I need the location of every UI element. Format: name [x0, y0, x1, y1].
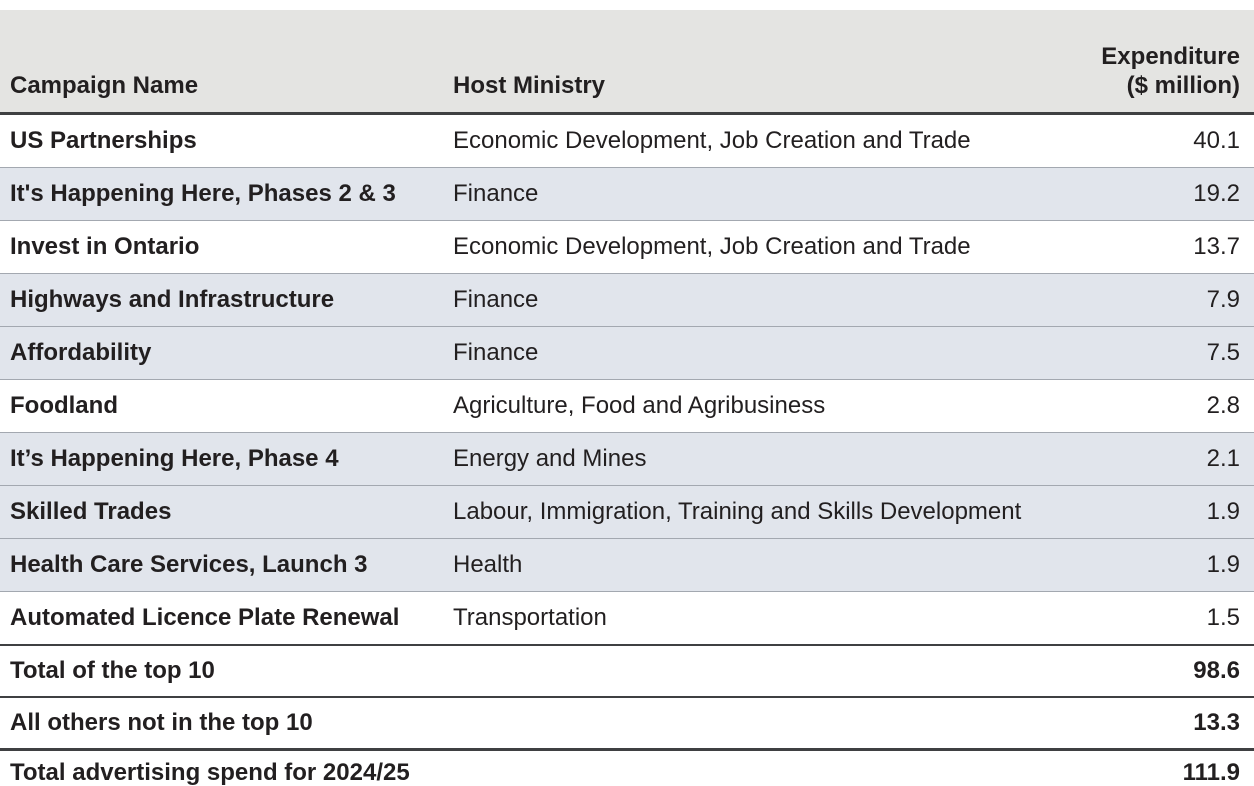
host-ministry-cell: Finance: [453, 326, 1039, 380]
expenditure-value-cell: 1.9: [1039, 538, 1254, 592]
host-ministry-cell: Health: [453, 538, 1039, 592]
table-row: Foodland Agriculture, Food and Agribusin…: [0, 379, 1254, 433]
campaign-name-cell: Health Care Services, Launch 3: [0, 538, 453, 592]
campaign-name-cell: Foodland: [0, 379, 453, 433]
campaign-name-cell: US Partnerships: [0, 113, 453, 168]
campaign-name-cell: It's Happening Here, Phases 2 & 3: [0, 167, 453, 221]
host-ministry-cell: Labour, Immigration, Training and Skills…: [453, 485, 1039, 539]
summary-row: All others not in the top 10 13.3: [0, 696, 1254, 750]
host-ministry-cell: Finance: [453, 273, 1039, 327]
column-header-host-ministry: Host Ministry: [453, 10, 1039, 115]
summary-row: Total advertising spend for 2024/25 111.…: [0, 748, 1254, 786]
expenditure-value-cell: 2.8: [1039, 379, 1254, 433]
table-row: Invest in Ontario Economic Development, …: [0, 220, 1254, 274]
table-row: Automated Licence Plate Renewal Transpor…: [0, 591, 1254, 645]
expenditure-value-cell: 1.9: [1039, 485, 1254, 539]
expenditure-value-cell: 40.1: [1039, 113, 1254, 168]
column-header-expenditure: Expenditure ($ million): [1039, 10, 1254, 115]
summary-value-cell: 98.6: [1039, 644, 1254, 697]
column-header-campaign-name: Campaign Name: [0, 10, 453, 115]
campaign-name-cell: It’s Happening Here, Phase 4: [0, 432, 453, 486]
expenditure-value-cell: 2.1: [1039, 432, 1254, 486]
host-ministry-cell: Finance: [453, 167, 1039, 221]
table-row: Affordability Finance 7.5: [0, 326, 1254, 380]
campaign-name-cell: Skilled Trades: [0, 485, 453, 539]
table-row: Health Care Services, Launch 3 Health 1.…: [0, 538, 1254, 592]
host-ministry-cell: Transportation: [453, 591, 1039, 645]
expenditure-value-cell: 7.9: [1039, 273, 1254, 327]
summary-label-cell: All others not in the top 10: [0, 696, 1039, 750]
advertising-expenditure-table: Campaign Name Host Ministry Expenditure …: [0, 10, 1254, 786]
expenditure-value-cell: 19.2: [1039, 167, 1254, 221]
summary-value-cell: 13.3: [1039, 696, 1254, 750]
table-body: US Partnerships Economic Development, Jo…: [0, 113, 1254, 786]
campaign-name-cell: Invest in Ontario: [0, 220, 453, 274]
expenditure-header-line2: ($ million): [1126, 72, 1240, 99]
campaign-name-cell: Automated Licence Plate Renewal: [0, 591, 453, 645]
table-row: Highways and Infrastructure Finance 7.9: [0, 273, 1254, 327]
campaign-name-cell: Affordability: [0, 326, 453, 380]
table-row: It’s Happening Here, Phase 4 Energy and …: [0, 432, 1254, 486]
host-ministry-cell: Economic Development, Job Creation and T…: [453, 113, 1039, 168]
expenditure-value-cell: 1.5: [1039, 591, 1254, 645]
table-row: It's Happening Here, Phases 2 & 3 Financ…: [0, 167, 1254, 221]
summary-label-cell: Total of the top 10: [0, 644, 1039, 697]
expenditure-header-line1: Expenditure: [1101, 43, 1240, 70]
summary-value-cell: 111.9: [1039, 748, 1254, 786]
table-row: Skilled Trades Labour, Immigration, Trai…: [0, 485, 1254, 539]
summary-row: Total of the top 10 98.6: [0, 644, 1254, 697]
expenditure-value-cell: 7.5: [1039, 326, 1254, 380]
host-ministry-cell: Energy and Mines: [453, 432, 1039, 486]
host-ministry-cell: Economic Development, Job Creation and T…: [453, 220, 1039, 274]
expenditure-value-cell: 13.7: [1039, 220, 1254, 274]
table-header: Campaign Name Host Ministry Expenditure …: [0, 10, 1254, 115]
host-ministry-cell: Agriculture, Food and Agribusiness: [453, 379, 1039, 433]
campaign-name-cell: Highways and Infrastructure: [0, 273, 453, 327]
table-row: US Partnerships Economic Development, Jo…: [0, 113, 1254, 168]
summary-label-cell: Total advertising spend for 2024/25: [0, 748, 1039, 786]
header-row: Campaign Name Host Ministry Expenditure …: [0, 10, 1254, 115]
